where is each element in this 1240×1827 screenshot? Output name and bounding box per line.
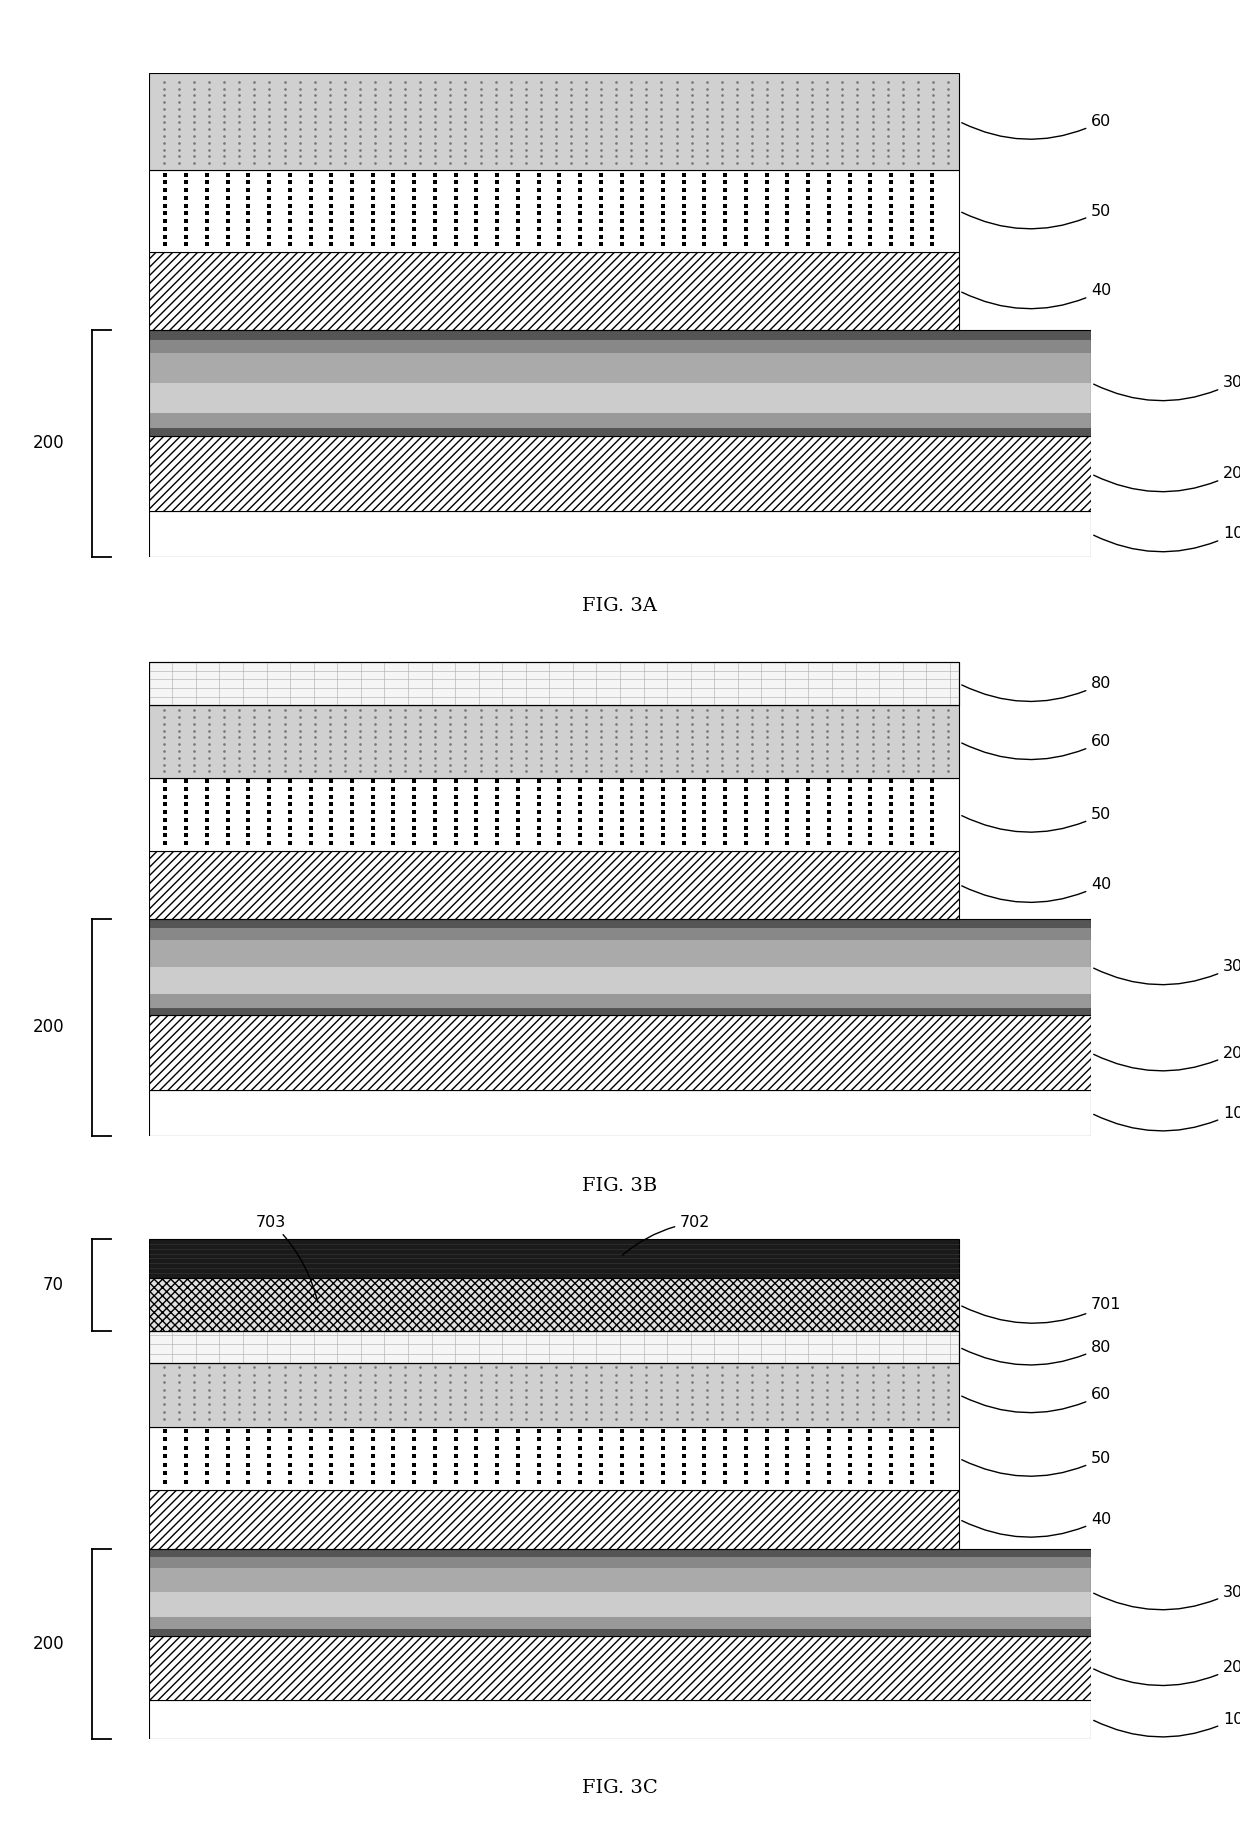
Text: 200: 200 (32, 1018, 64, 1036)
Bar (149, 437, 1091, 512)
Bar (149, 1617, 1091, 1630)
Bar (149, 966, 1091, 994)
Text: 30: 30 (1094, 375, 1240, 400)
Bar (149, 778, 960, 851)
Bar (149, 1332, 960, 1363)
Bar (149, 1363, 960, 1427)
Text: 60: 60 (962, 734, 1111, 760)
Bar (149, 413, 1091, 428)
Bar (149, 1491, 960, 1549)
Bar (149, 919, 1091, 928)
Bar (149, 1699, 1091, 1739)
Bar (149, 1427, 960, 1491)
Bar (149, 661, 960, 705)
Bar (149, 252, 960, 329)
Bar (149, 340, 1091, 353)
Text: 200: 200 (32, 435, 64, 453)
Text: 50: 50 (962, 808, 1111, 831)
Text: 80: 80 (962, 676, 1111, 702)
Text: 80: 80 (962, 1339, 1111, 1365)
Text: 20: 20 (1094, 466, 1240, 491)
Bar (149, 1593, 1091, 1617)
Bar (149, 1279, 960, 1332)
Text: 200: 200 (32, 1635, 64, 1653)
Bar (149, 919, 1091, 1016)
Bar (149, 1630, 1091, 1635)
Text: 702: 702 (622, 1215, 711, 1255)
Bar (149, 851, 960, 919)
Text: 40: 40 (962, 1513, 1111, 1537)
Bar (149, 1491, 960, 1549)
Text: FIG. 3B: FIG. 3B (583, 1177, 657, 1195)
Bar (149, 1009, 1091, 1016)
Text: 10: 10 (1094, 1105, 1240, 1131)
Bar (149, 1016, 1091, 1091)
Bar (149, 1635, 1091, 1699)
Text: 703: 703 (257, 1215, 317, 1303)
Bar (149, 1279, 960, 1332)
Bar (149, 994, 1091, 1009)
Bar (149, 512, 1091, 557)
Text: 40: 40 (962, 283, 1111, 309)
Bar (149, 1332, 960, 1363)
Text: 10: 10 (1094, 526, 1240, 552)
Text: 701: 701 (962, 1297, 1122, 1323)
Bar (149, 1239, 960, 1279)
Bar (149, 1091, 1091, 1136)
Text: 50: 50 (962, 203, 1111, 228)
Bar (149, 705, 960, 778)
Bar (149, 170, 960, 252)
Bar (149, 384, 1091, 413)
Bar (149, 1635, 1091, 1699)
Text: 50: 50 (962, 1451, 1111, 1476)
Bar (149, 1016, 1091, 1091)
Bar (149, 1568, 1091, 1593)
Text: FIG. 3A: FIG. 3A (583, 597, 657, 616)
Text: 20: 20 (1094, 1045, 1240, 1071)
Text: FIG. 3C: FIG. 3C (582, 1779, 658, 1798)
Text: 40: 40 (962, 877, 1111, 903)
Bar (149, 851, 960, 919)
Bar (149, 939, 1091, 966)
Bar (149, 1549, 1091, 1557)
Bar (149, 329, 1091, 340)
Text: 30: 30 (1094, 959, 1240, 985)
Bar (149, 329, 1091, 437)
Bar (149, 353, 1091, 384)
Text: 10: 10 (1094, 1712, 1240, 1737)
Text: 20: 20 (1094, 1661, 1240, 1686)
Bar (149, 928, 1091, 939)
Bar (149, 1557, 1091, 1568)
Text: 30: 30 (1094, 1584, 1240, 1610)
Bar (149, 252, 960, 329)
Bar (149, 661, 960, 705)
Text: 60: 60 (962, 1387, 1111, 1412)
Text: 60: 60 (962, 113, 1111, 139)
Text: 70: 70 (43, 1275, 64, 1294)
Bar (149, 428, 1091, 437)
Bar (149, 1549, 1091, 1635)
Bar (149, 73, 960, 170)
Bar (149, 437, 1091, 512)
